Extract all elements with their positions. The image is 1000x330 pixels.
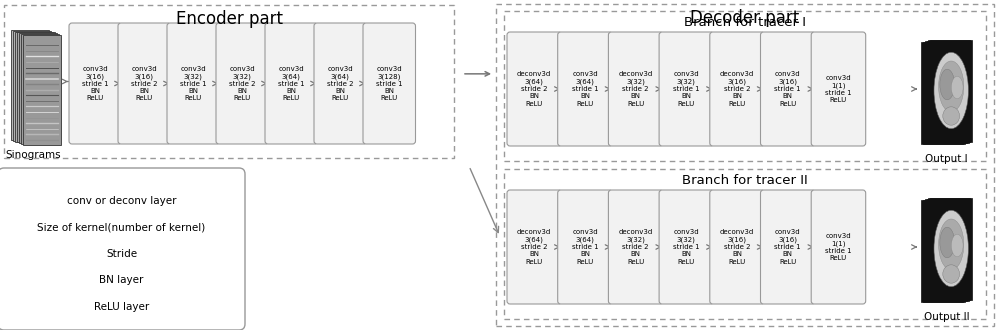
- Ellipse shape: [934, 210, 968, 287]
- Text: conv3d
3(64)
stride 1
BN
ReLU: conv3d 3(64) stride 1 BN ReLU: [278, 66, 305, 101]
- FancyBboxPatch shape: [19, 33, 57, 143]
- Text: conv3d
3(16)
stride 1
BN
ReLU: conv3d 3(16) stride 1 BN ReLU: [82, 66, 109, 101]
- FancyBboxPatch shape: [710, 190, 764, 304]
- FancyBboxPatch shape: [265, 23, 318, 144]
- FancyBboxPatch shape: [69, 23, 121, 144]
- FancyBboxPatch shape: [923, 200, 965, 302]
- FancyBboxPatch shape: [216, 23, 269, 144]
- Text: deconv3d
3(16)
stride 2
BN
ReLU: deconv3d 3(16) stride 2 BN ReLU: [720, 229, 754, 265]
- Text: ReLU layer: ReLU layer: [94, 302, 149, 312]
- FancyBboxPatch shape: [0, 168, 245, 330]
- Text: conv3d
3(64)
stride 1
BN
ReLU: conv3d 3(64) stride 1 BN ReLU: [572, 71, 598, 107]
- Text: deconv3d
3(32)
stride 2
BN
ReLU: deconv3d 3(32) stride 2 BN ReLU: [619, 229, 653, 265]
- FancyBboxPatch shape: [930, 40, 972, 142]
- Text: deconv3d
3(16)
stride 2
BN
ReLU: deconv3d 3(16) stride 2 BN ReLU: [720, 71, 754, 107]
- Ellipse shape: [951, 76, 963, 99]
- Text: conv3d
3(16)
stride 2
BN
ReLU: conv3d 3(16) stride 2 BN ReLU: [131, 66, 158, 101]
- FancyBboxPatch shape: [507, 190, 561, 304]
- FancyBboxPatch shape: [930, 197, 972, 300]
- Text: deconv3d
3(64)
stride 2
BN
ReLU: deconv3d 3(64) stride 2 BN ReLU: [517, 71, 551, 107]
- Text: deconv3d
3(32)
stride 2
BN
ReLU: deconv3d 3(32) stride 2 BN ReLU: [619, 71, 653, 107]
- FancyBboxPatch shape: [13, 31, 51, 141]
- Text: deconv3d
3(64)
stride 2
BN
ReLU: deconv3d 3(64) stride 2 BN ReLU: [517, 229, 551, 265]
- FancyBboxPatch shape: [118, 23, 170, 144]
- FancyBboxPatch shape: [811, 32, 866, 146]
- FancyBboxPatch shape: [761, 190, 815, 304]
- Text: conv3d
3(64)
stride 2
BN
ReLU: conv3d 3(64) stride 2 BN ReLU: [327, 66, 354, 101]
- Text: BN layer: BN layer: [99, 275, 144, 285]
- Text: conv3d
3(16)
stride 1
BN
ReLU: conv3d 3(16) stride 1 BN ReLU: [774, 71, 801, 107]
- Text: conv or deconv layer: conv or deconv layer: [67, 196, 176, 206]
- Ellipse shape: [934, 52, 968, 129]
- FancyBboxPatch shape: [927, 41, 969, 143]
- Text: conv3d
1(1)
stride 1
ReLU: conv3d 1(1) stride 1 ReLU: [825, 75, 852, 103]
- FancyBboxPatch shape: [608, 32, 663, 146]
- FancyBboxPatch shape: [608, 190, 663, 304]
- Text: Branch for tracer I: Branch for tracer I: [684, 16, 806, 29]
- FancyBboxPatch shape: [11, 30, 49, 140]
- FancyBboxPatch shape: [925, 199, 967, 301]
- Text: conv3d
3(32)
stride 1
BN
ReLU: conv3d 3(32) stride 1 BN ReLU: [673, 71, 700, 107]
- Text: conv3d
3(16)
stride 1
BN
ReLU: conv3d 3(16) stride 1 BN ReLU: [774, 229, 801, 265]
- FancyBboxPatch shape: [558, 32, 612, 146]
- FancyBboxPatch shape: [23, 35, 61, 145]
- Ellipse shape: [951, 234, 963, 257]
- Ellipse shape: [940, 227, 955, 258]
- FancyBboxPatch shape: [921, 42, 963, 144]
- FancyBboxPatch shape: [761, 32, 815, 146]
- FancyBboxPatch shape: [21, 34, 59, 144]
- Ellipse shape: [939, 61, 964, 112]
- FancyBboxPatch shape: [15, 32, 53, 142]
- FancyBboxPatch shape: [659, 190, 714, 304]
- Text: conv3d
3(128)
stride 1
BN
ReLU: conv3d 3(128) stride 1 BN ReLU: [376, 66, 403, 101]
- FancyBboxPatch shape: [710, 32, 764, 146]
- Text: conv3d
3(32)
stride 1
BN
ReLU: conv3d 3(32) stride 1 BN ReLU: [180, 66, 207, 101]
- Text: conv3d
3(32)
stride 1
BN
ReLU: conv3d 3(32) stride 1 BN ReLU: [673, 229, 700, 265]
- FancyBboxPatch shape: [363, 23, 416, 144]
- Ellipse shape: [943, 265, 960, 283]
- FancyBboxPatch shape: [659, 32, 714, 146]
- FancyBboxPatch shape: [928, 198, 970, 300]
- Ellipse shape: [943, 107, 960, 125]
- FancyBboxPatch shape: [923, 42, 965, 144]
- FancyBboxPatch shape: [927, 199, 969, 301]
- FancyBboxPatch shape: [921, 200, 963, 302]
- Ellipse shape: [940, 69, 955, 100]
- FancyBboxPatch shape: [167, 23, 220, 144]
- Text: Size of kernel(number of kernel): Size of kernel(number of kernel): [37, 222, 206, 232]
- Text: Decoder part: Decoder part: [690, 9, 800, 27]
- Ellipse shape: [939, 219, 964, 270]
- Text: conv3d
1(1)
stride 1
ReLU: conv3d 1(1) stride 1 ReLU: [825, 233, 852, 261]
- Text: Sinograms: Sinograms: [5, 150, 61, 160]
- FancyBboxPatch shape: [928, 40, 970, 142]
- Text: Encoder part: Encoder part: [176, 10, 283, 28]
- Text: conv3d
3(64)
stride 1
BN
ReLU: conv3d 3(64) stride 1 BN ReLU: [572, 229, 598, 265]
- Text: Branch for tracer II: Branch for tracer II: [682, 174, 808, 187]
- Text: Stride: Stride: [106, 249, 137, 259]
- FancyBboxPatch shape: [558, 190, 612, 304]
- FancyBboxPatch shape: [811, 190, 866, 304]
- FancyBboxPatch shape: [507, 32, 561, 146]
- Text: conv3d
3(32)
stride 2
BN
ReLU: conv3d 3(32) stride 2 BN ReLU: [229, 66, 256, 101]
- FancyBboxPatch shape: [17, 32, 55, 143]
- FancyBboxPatch shape: [925, 41, 967, 143]
- Text: Output I: Output I: [925, 154, 968, 164]
- Text: Output II: Output II: [924, 312, 970, 322]
- FancyBboxPatch shape: [314, 23, 366, 144]
